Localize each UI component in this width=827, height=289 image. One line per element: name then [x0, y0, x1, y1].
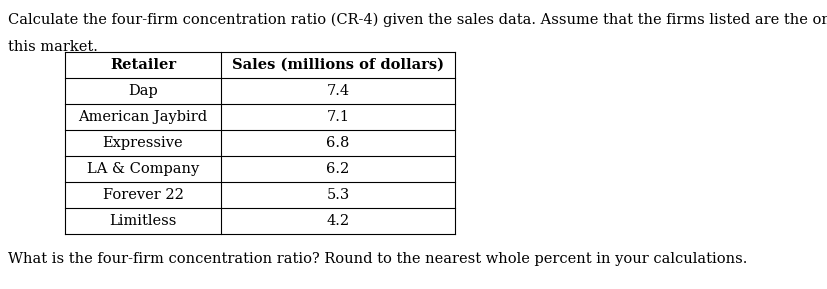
Text: Dap: Dap	[128, 84, 158, 98]
Text: 5.3: 5.3	[326, 188, 349, 202]
Text: Retailer: Retailer	[110, 58, 176, 72]
Text: What is the four-firm concentration ratio? Round to the nearest whole percent in: What is the four-firm concentration rati…	[8, 252, 747, 266]
Text: 7.1: 7.1	[326, 110, 349, 124]
Text: 6.2: 6.2	[326, 162, 349, 176]
Text: Forever 22: Forever 22	[103, 188, 184, 202]
Text: Limitless: Limitless	[109, 214, 176, 228]
Text: 7.4: 7.4	[326, 84, 349, 98]
Text: LA & Company: LA & Company	[87, 162, 198, 176]
Text: this market.: this market.	[8, 40, 98, 53]
Text: 6.8: 6.8	[326, 136, 349, 150]
Text: 4.2: 4.2	[326, 214, 349, 228]
Text: American Jaybird: American Jaybird	[79, 110, 208, 124]
Text: Expressive: Expressive	[103, 136, 183, 150]
Text: Calculate the four-firm concentration ratio (CR-4) given the sales data. Assume : Calculate the four-firm concentration ra…	[8, 13, 827, 27]
Text: Sales (millions of dollars): Sales (millions of dollars)	[232, 58, 443, 72]
